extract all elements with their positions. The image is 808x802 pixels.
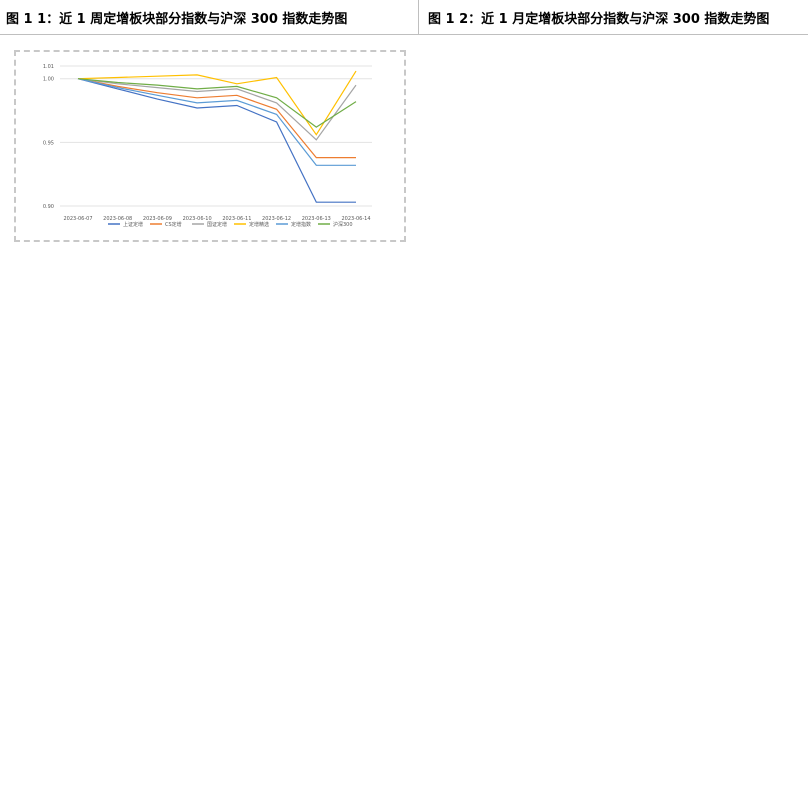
legend-label: 定增指数 <box>291 221 311 228</box>
title-divider <box>418 0 419 34</box>
legend-label: CS定增 <box>165 221 182 228</box>
y-tick-label: 1.00 <box>43 77 54 83</box>
legend-label: 沪深300 <box>333 221 353 228</box>
x-tick-label: 2023-06-11 <box>222 216 251 222</box>
line-chart: 0.900.951.001.01 2023-06-07 2023-06-08 202… <box>43 64 372 228</box>
y-tick-label: 0.90 <box>43 204 54 210</box>
legend-label: 国证定增 <box>207 221 227 228</box>
series-line <box>77 78 356 203</box>
series-line <box>77 78 356 166</box>
y-axis-ticks: 0.90 0.95 1.00 1.01 <box>43 64 54 210</box>
series-line <box>77 70 357 136</box>
gridlines <box>60 65 372 207</box>
x-axis-ticks: 2023-06-07 2023-06-08 2023-06-09 2023-06-10… <box>63 216 370 222</box>
y-tick-label: 0.95 <box>43 140 54 146</box>
title-bar: 图 1 1：近 1 周定增板块部分指数与沪深 300 指数走势图 图 1 2：近… <box>0 0 808 34</box>
series-line <box>77 78 356 159</box>
chart-title-right: 图 1 2：近 1 月定增板块部分指数与沪深 300 指数走势图 <box>428 12 770 27</box>
legend: 上证定增 CS定增 国证定增 定增精选 定增指数 沪深300 <box>108 221 353 228</box>
chart-panel: 0.90 0.95 1.00 1.01 2023-06-07 2023-06-08 202… <box>14 50 406 242</box>
legend-label: 上证定增 <box>123 221 143 228</box>
x-tick-label: 2023-06-13 <box>302 216 331 222</box>
x-tick-label: 2023-06-08 <box>103 216 132 222</box>
y-tick-label: 1.01 <box>43 64 54 70</box>
title-underline <box>0 34 808 35</box>
x-tick-label: 2023-06-07 <box>63 216 92 222</box>
series-line <box>77 78 357 128</box>
series-lines <box>77 70 357 203</box>
chart-title-left: 图 1 1：近 1 周定增板块部分指数与沪深 300 指数走势图 <box>6 12 348 27</box>
series-line <box>77 78 357 141</box>
legend-label: 定增精选 <box>249 221 269 228</box>
x-tick-label: 2023-06-14 <box>341 216 370 222</box>
x-tick-label: 2023-06-10 <box>183 216 212 222</box>
x-tick-label: 2023-06-09 <box>143 216 172 222</box>
x-tick-label: 2023-06-12 <box>262 216 291 222</box>
